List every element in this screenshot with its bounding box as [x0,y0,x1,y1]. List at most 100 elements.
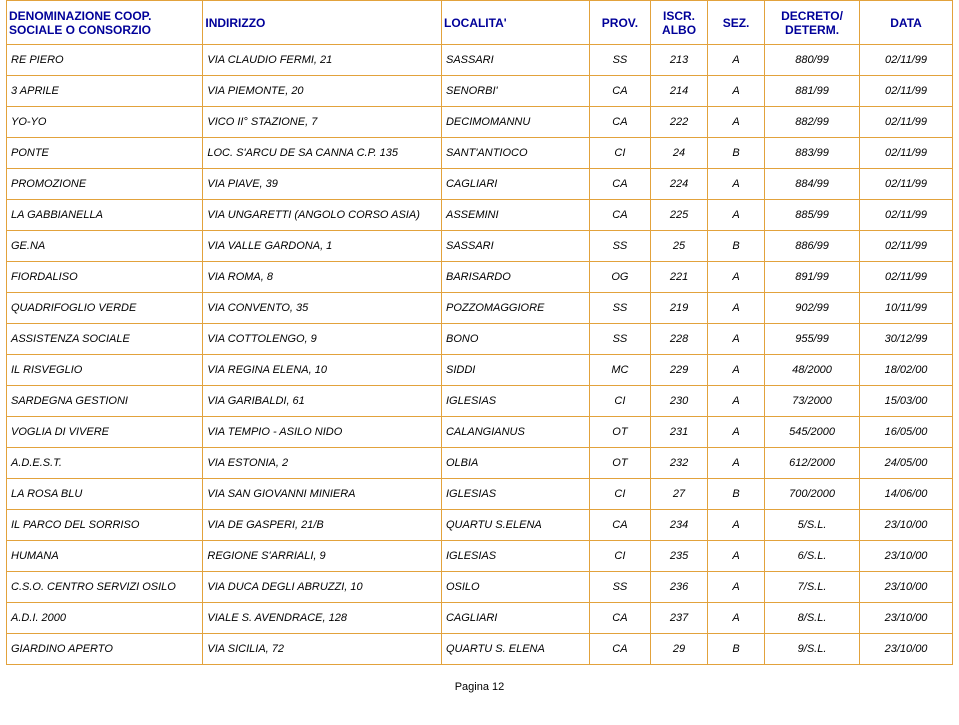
cell-local: BARISARDO [441,262,589,293]
table-row: LA ROSA BLUVIA SAN GIOVANNI MINIERAIGLES… [7,479,953,510]
cell-iscr: 228 [651,324,708,355]
cell-local: IGLESIAS [441,386,589,417]
cell-indir: VIA DUCA DEGLI ABRUZZI, 10 [203,572,442,603]
cell-decr: 612/2000 [765,448,860,479]
cell-indir: VIA CLAUDIO FERMI, 21 [203,45,442,76]
header-sez: SEZ. [708,1,765,45]
cell-iscr: 236 [651,572,708,603]
cell-iscr: 221 [651,262,708,293]
cell-sez: A [708,510,765,541]
cell-local: QUARTU S. ELENA [441,634,589,665]
cell-iscr: 234 [651,510,708,541]
cell-decr: 885/99 [765,200,860,231]
cell-denom: GE.NA [7,231,203,262]
cell-sez: B [708,479,765,510]
cell-data: 10/11/99 [860,293,953,324]
cell-data: 16/05/00 [860,417,953,448]
cell-iscr: 231 [651,417,708,448]
cell-local: POZZOMAGGIORE [441,293,589,324]
table-row: A.D.I. 2000VIALE S. AVENDRACE, 128CAGLIA… [7,603,953,634]
cell-indir: VIALE S. AVENDRACE, 128 [203,603,442,634]
cell-prov: CA [589,107,650,138]
cell-decr: 6/S.L. [765,541,860,572]
cell-iscr: 222 [651,107,708,138]
cell-data: 02/11/99 [860,76,953,107]
header-decr: DECRETO/DETERM. [765,1,860,45]
header-iscr: ISCR.ALBO [651,1,708,45]
cell-iscr: 237 [651,603,708,634]
cell-data: 23/10/00 [860,603,953,634]
cell-prov: CI [589,138,650,169]
cell-sez: A [708,541,765,572]
cell-prov: SS [589,572,650,603]
cell-prov: CA [589,76,650,107]
cell-sez: A [708,417,765,448]
table-row: IL PARCO DEL SORRISOVIA DE GASPERI, 21/B… [7,510,953,541]
cell-iscr: 225 [651,200,708,231]
table-row: QUADRIFOGLIO VERDEVIA CONVENTO, 35POZZOM… [7,293,953,324]
cell-denom: ASSISTENZA SOCIALE [7,324,203,355]
cell-decr: 886/99 [765,231,860,262]
cell-sez: A [708,293,765,324]
cell-iscr: 24 [651,138,708,169]
cell-denom: PONTE [7,138,203,169]
cell-data: 23/10/00 [860,572,953,603]
cell-local: SANT'ANTIOCO [441,138,589,169]
cell-data: 15/03/00 [860,386,953,417]
cell-prov: SS [589,324,650,355]
cell-local: QUARTU S.ELENA [441,510,589,541]
cell-denom: C.S.O. CENTRO SERVIZI OSILO [7,572,203,603]
cell-local: OSILO [441,572,589,603]
cell-iscr: 219 [651,293,708,324]
cell-indir: VIA ROMA, 8 [203,262,442,293]
cell-sez: A [708,355,765,386]
cell-sez: B [708,231,765,262]
cell-iscr: 29 [651,634,708,665]
table-row: PROMOZIONEVIA PIAVE, 39CAGLIARICA224A884… [7,169,953,200]
header-denom: DENOMINAZIONE COOP.SOCIALE O CONSORZIO [7,1,203,45]
table-row: FIORDALISOVIA ROMA, 8BARISARDOOG221A891/… [7,262,953,293]
cell-indir: VIA SICILIA, 72 [203,634,442,665]
table-row: RE PIEROVIA CLAUDIO FERMI, 21SASSARISS21… [7,45,953,76]
cell-sez: B [708,138,765,169]
cell-prov: CA [589,510,650,541]
cell-prov: SS [589,231,650,262]
cell-indir: VIA CONVENTO, 35 [203,293,442,324]
table-row: VOGLIA DI VIVEREVIA TEMPIO - ASILO NIDOC… [7,417,953,448]
cell-prov: SS [589,293,650,324]
cell-indir: VIA COTTOLENGO, 9 [203,324,442,355]
cell-denom: YO-YO [7,107,203,138]
cell-sez: A [708,324,765,355]
cell-decr: 882/99 [765,107,860,138]
cell-sez: A [708,169,765,200]
cell-decr: 880/99 [765,45,860,76]
cell-sez: A [708,107,765,138]
table-row: HUMANAREGIONE S'ARRIALI, 9IGLESIASCI235A… [7,541,953,572]
cell-local: OLBIA [441,448,589,479]
cell-denom: GIARDINO APERTO [7,634,203,665]
cell-indir: LOC. S'ARCU DE SA CANNA C.P. 135 [203,138,442,169]
cell-iscr: 229 [651,355,708,386]
cell-decr: 7/S.L. [765,572,860,603]
cell-iscr: 232 [651,448,708,479]
cell-data: 23/10/00 [860,510,953,541]
table-row: A.D.E.S.T.VIA ESTONIA, 2OLBIAOT232A612/2… [7,448,953,479]
cell-local: SASSARI [441,231,589,262]
cell-denom: FIORDALISO [7,262,203,293]
cell-iscr: 235 [651,541,708,572]
cell-data: 02/11/99 [860,200,953,231]
cell-prov: OG [589,262,650,293]
cell-indir: VIA PIAVE, 39 [203,169,442,200]
cell-data: 14/06/00 [860,479,953,510]
header-local: LOCALITA' [441,1,589,45]
table-row: GIARDINO APERTOVIA SICILIA, 72QUARTU S. … [7,634,953,665]
cell-indir: VIA GARIBALDI, 61 [203,386,442,417]
cell-decr: 48/2000 [765,355,860,386]
cell-indir: VIA ESTONIA, 2 [203,448,442,479]
cell-iscr: 214 [651,76,708,107]
cell-decr: 8/S.L. [765,603,860,634]
cell-iscr: 213 [651,45,708,76]
cell-sez: A [708,572,765,603]
cell-local: BONO [441,324,589,355]
cell-local: SASSARI [441,45,589,76]
